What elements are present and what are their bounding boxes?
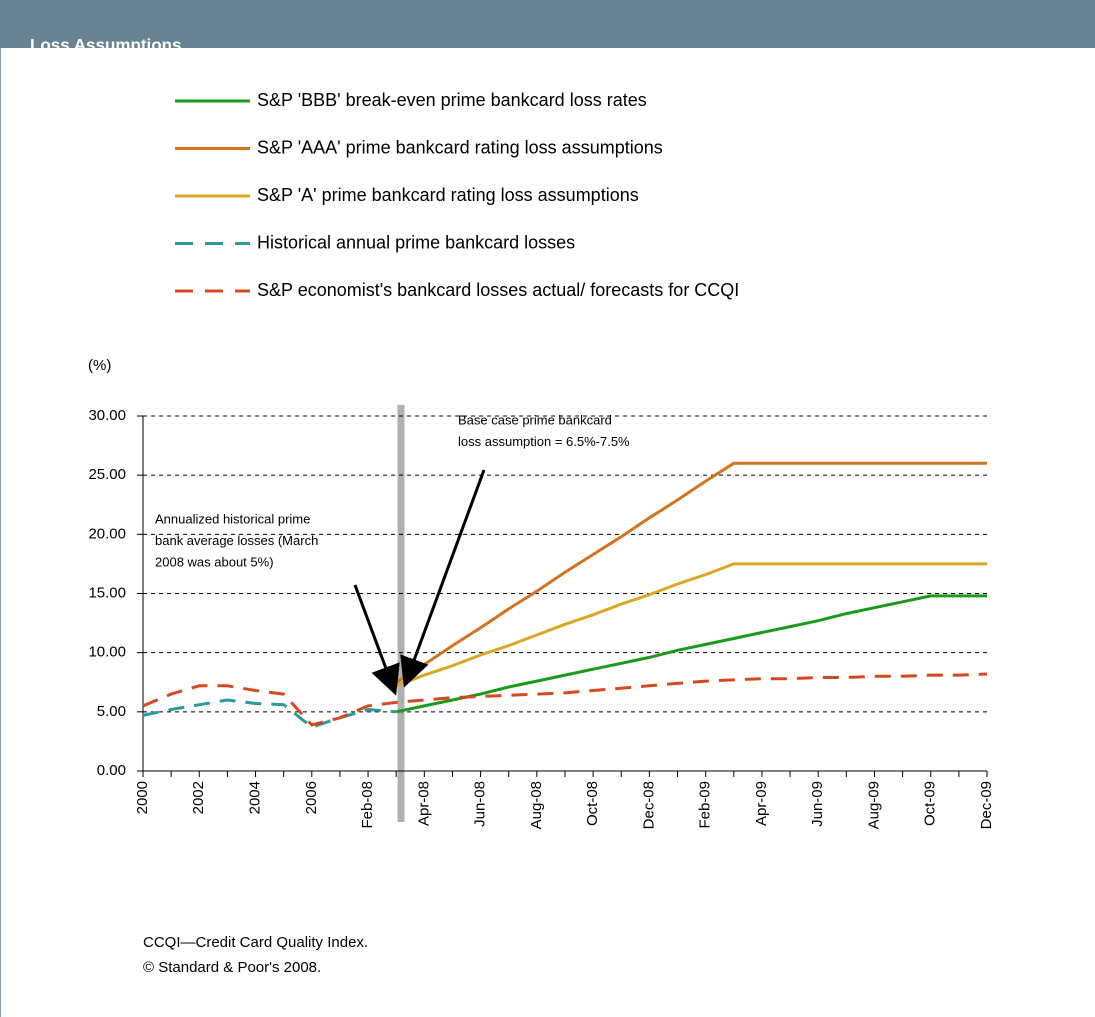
annotation-text: Base case prime bankcard xyxy=(458,412,612,427)
y-tick-label: 5.00 xyxy=(97,703,126,720)
y-tick-label: 10.00 xyxy=(88,644,126,661)
x-tick-label: 2006 xyxy=(303,781,320,814)
x-tick-label: Aug-09 xyxy=(865,781,882,829)
x-tick-label: Dec-09 xyxy=(978,781,995,829)
legend-label: S&P 'A' prime bankcard rating loss assum… xyxy=(257,185,639,205)
annotation-text: 2008 was about 5%) xyxy=(155,554,274,569)
x-tick-label: Apr-08 xyxy=(415,781,432,826)
footnote: CCQI—Credit Card Quality Index. xyxy=(143,934,368,951)
annotation-arrow xyxy=(400,469,486,688)
y-tick-label: 0.00 xyxy=(97,762,126,779)
series-line xyxy=(142,698,397,729)
y-tick-label: 30.00 xyxy=(88,407,126,424)
legend-label: S&P economist's bankcard losses actual/ … xyxy=(257,280,739,300)
x-tick-label: Aug-08 xyxy=(528,781,545,829)
footnote: © Standard & Poor's 2008. xyxy=(143,959,321,976)
x-tick-label: Oct-09 xyxy=(922,781,939,826)
y-tick-label: 20.00 xyxy=(88,525,126,542)
y-axis-label: (%) xyxy=(88,357,111,374)
annotation-text: Annualized historical prime xyxy=(155,511,310,526)
x-tick-label: Feb-09 xyxy=(697,781,714,829)
annotation-text: bank average losses (March xyxy=(155,533,318,548)
series-line xyxy=(395,461,987,684)
annotation-arrow xyxy=(353,584,400,696)
x-tick-label: 2000 xyxy=(134,781,151,814)
x-tick-label: 2004 xyxy=(247,781,264,814)
series-line xyxy=(142,672,988,727)
series-line xyxy=(395,562,987,688)
x-tick-label: 2002 xyxy=(190,781,207,814)
legend-label: Historical annual prime bankcard losses xyxy=(257,232,575,252)
y-tick-label: 25.00 xyxy=(88,466,126,483)
header-title: Loss Assumptions xyxy=(30,35,181,54)
x-tick-label: Jun-09 xyxy=(809,781,826,827)
y-tick-label: 15.00 xyxy=(88,584,126,601)
x-tick-label: Feb-08 xyxy=(359,781,376,829)
series-line xyxy=(395,594,987,714)
x-tick-label: Apr-09 xyxy=(753,781,770,826)
x-tick-label: Jun-08 xyxy=(472,781,489,827)
legend-label: S&P 'BBB' break-even prime bankcard loss… xyxy=(257,90,647,110)
annotation-text: loss assumption = 6.5%-7.5% xyxy=(458,434,630,449)
header-bar xyxy=(0,0,1095,48)
x-tick-label: Oct-08 xyxy=(584,781,601,826)
legend-label: S&P 'AAA' prime bankcard rating loss ass… xyxy=(257,137,663,157)
x-tick-label: Dec-08 xyxy=(640,781,657,829)
